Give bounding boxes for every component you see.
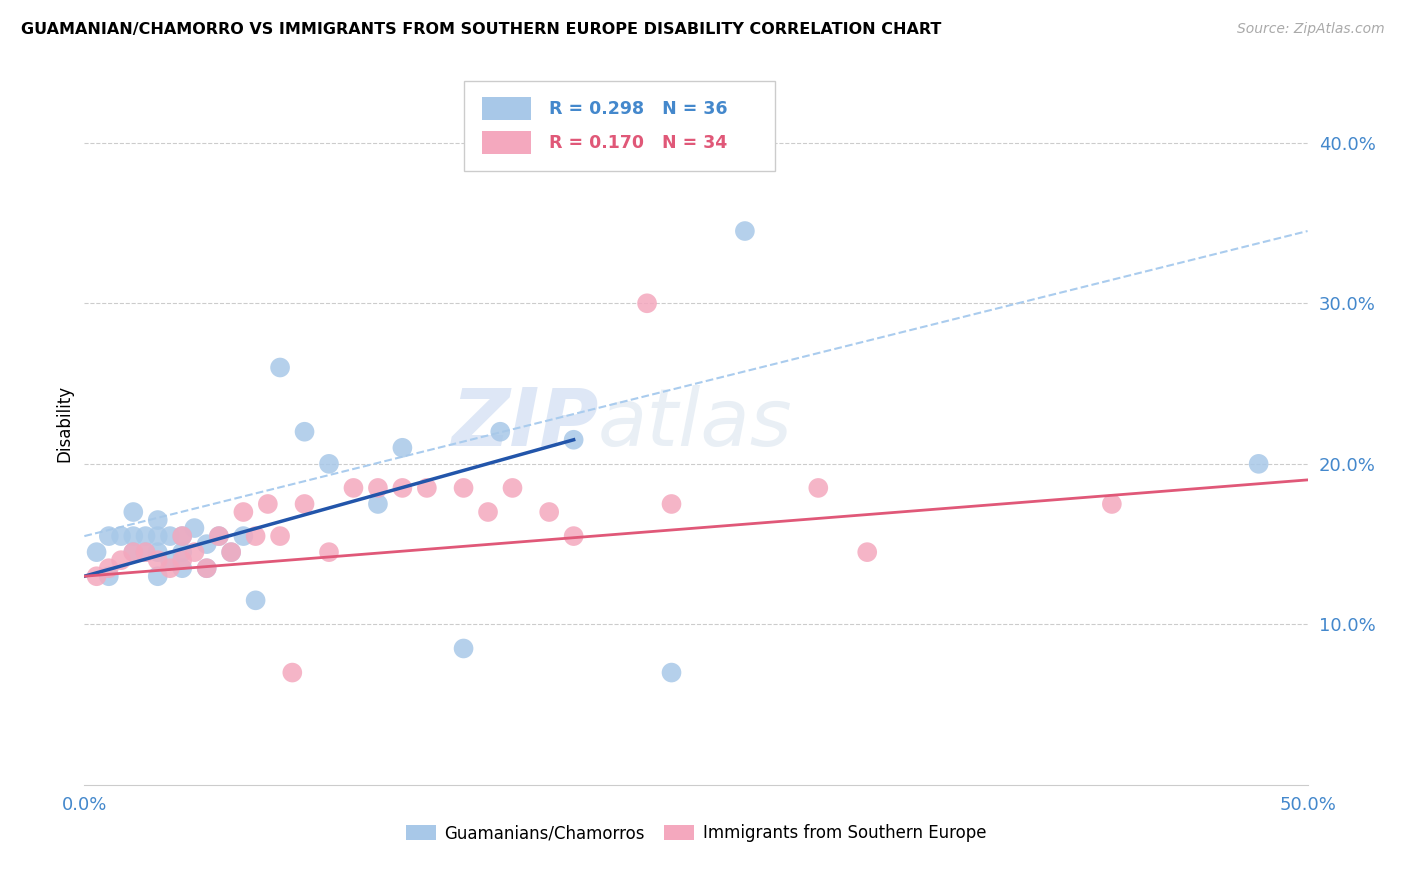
Point	[146, 545, 169, 559]
FancyBboxPatch shape	[482, 131, 531, 154]
Point	[318, 457, 340, 471]
Point	[110, 529, 132, 543]
Point	[294, 497, 316, 511]
Point	[172, 561, 194, 575]
Point	[195, 561, 218, 575]
Text: GUAMANIAN/CHAMORRO VS IMMIGRANTS FROM SOUTHERN EUROPE DISABILITY CORRELATION CHA: GUAMANIAN/CHAMORRO VS IMMIGRANTS FROM SO…	[21, 22, 942, 37]
Point	[122, 505, 145, 519]
Point	[135, 545, 157, 559]
Point	[391, 481, 413, 495]
Point	[146, 513, 169, 527]
Point	[281, 665, 304, 680]
Legend: Guamanians/Chamorros, Immigrants from Southern Europe: Guamanians/Chamorros, Immigrants from So…	[399, 818, 993, 849]
Text: atlas: atlas	[598, 384, 793, 463]
Point	[172, 545, 194, 559]
Point	[734, 224, 756, 238]
Point	[146, 569, 169, 583]
Point	[208, 529, 231, 543]
Point	[97, 569, 120, 583]
Point	[122, 529, 145, 543]
Point	[269, 529, 291, 543]
Text: R = 0.170   N = 34: R = 0.170 N = 34	[550, 134, 727, 152]
FancyBboxPatch shape	[464, 80, 776, 171]
Point	[183, 521, 205, 535]
Point	[294, 425, 316, 439]
Point	[562, 529, 585, 543]
Point	[172, 553, 194, 567]
Text: R = 0.298   N = 36: R = 0.298 N = 36	[550, 100, 728, 118]
Point	[245, 529, 267, 543]
Text: Source: ZipAtlas.com: Source: ZipAtlas.com	[1237, 22, 1385, 37]
Point	[172, 529, 194, 543]
Point	[661, 665, 683, 680]
Point	[502, 481, 524, 495]
Point	[86, 569, 108, 583]
Point	[489, 425, 512, 439]
Point	[159, 553, 181, 567]
Y-axis label: Disability: Disability	[55, 385, 73, 462]
Point	[135, 545, 157, 559]
Point	[219, 545, 242, 559]
Point	[232, 529, 254, 543]
Point	[183, 545, 205, 559]
Point	[110, 553, 132, 567]
Point	[453, 481, 475, 495]
Point	[807, 481, 830, 495]
FancyBboxPatch shape	[482, 97, 531, 120]
Point	[391, 441, 413, 455]
Point	[159, 561, 181, 575]
Point	[538, 505, 561, 519]
Point	[1101, 497, 1123, 511]
Point	[269, 360, 291, 375]
Point	[219, 545, 242, 559]
Point	[367, 497, 389, 511]
Point	[342, 481, 364, 495]
Point	[208, 529, 231, 543]
Point	[477, 505, 499, 519]
Point	[562, 433, 585, 447]
Point	[245, 593, 267, 607]
Point	[367, 481, 389, 495]
Point	[195, 561, 218, 575]
Point	[453, 641, 475, 656]
Point	[122, 545, 145, 559]
Point	[146, 529, 169, 543]
Point	[97, 561, 120, 575]
Point	[318, 545, 340, 559]
Point	[195, 537, 218, 551]
Point	[416, 481, 439, 495]
Point	[636, 296, 658, 310]
Point	[1247, 457, 1270, 471]
Point	[122, 545, 145, 559]
Point	[86, 545, 108, 559]
Point	[232, 505, 254, 519]
Point	[159, 529, 181, 543]
Point	[97, 529, 120, 543]
Text: ZIP: ZIP	[451, 384, 598, 463]
Point	[146, 553, 169, 567]
Point	[135, 529, 157, 543]
Point	[172, 529, 194, 543]
Point	[661, 497, 683, 511]
Point	[856, 545, 879, 559]
Point	[257, 497, 280, 511]
